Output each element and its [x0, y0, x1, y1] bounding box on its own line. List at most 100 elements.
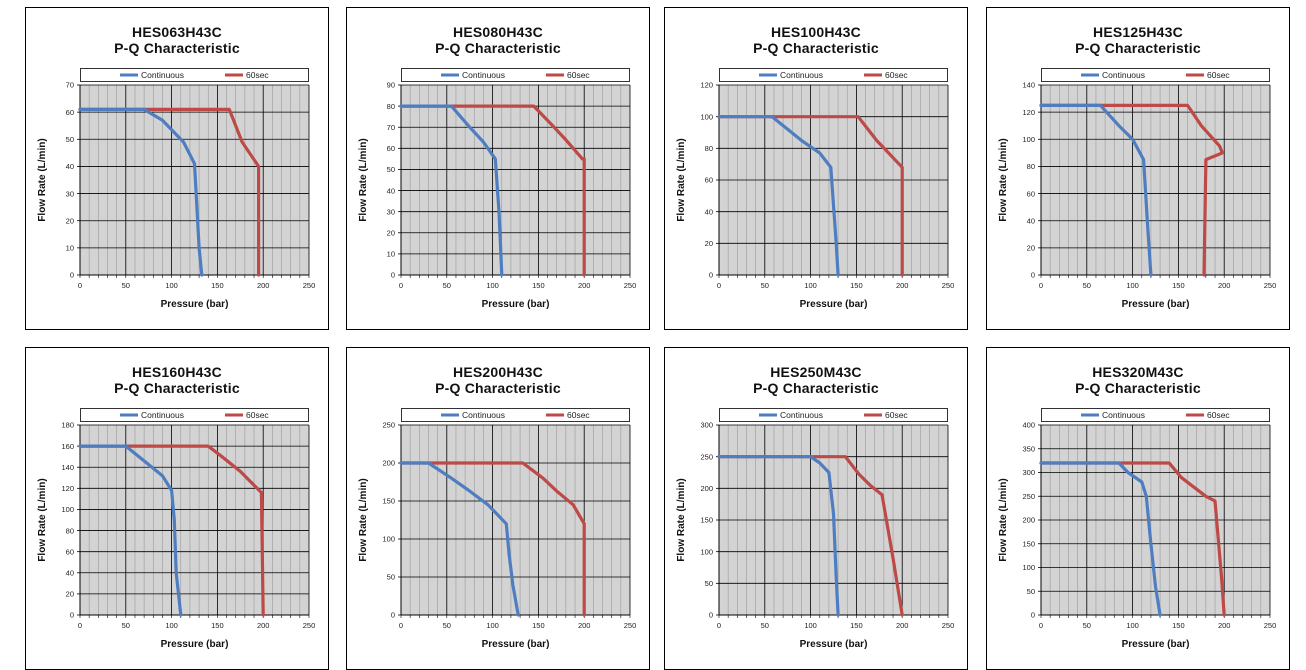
y-tick-label: 20	[1027, 244, 1035, 253]
chart-legend: Continuous 60sec	[80, 68, 309, 82]
chart-legend: Continuous 60sec	[719, 68, 948, 82]
x-tick-label: 250	[303, 281, 316, 290]
y-tick-label: 50	[387, 573, 395, 582]
x-tick-label: 200	[896, 281, 909, 290]
x-axis-label: Pressure (bar)	[482, 299, 550, 310]
y-tick-label: 50	[1027, 587, 1035, 596]
x-tick-label: 150	[1172, 281, 1185, 290]
x-tick-label: 0	[399, 621, 403, 630]
x-tick-label: 250	[303, 621, 316, 630]
legend-label-60sec: 60sec	[1207, 410, 1230, 420]
chart-subtitle: P-Q Characteristic	[435, 380, 561, 396]
x-tick-label: 250	[624, 281, 637, 290]
legend-label-60sec: 60sec	[567, 410, 590, 420]
y-tick-label: 40	[387, 186, 395, 195]
y-tick-label: 40	[66, 568, 74, 577]
y-tick-label: 150	[700, 516, 713, 525]
pq-chart-panel: HES125H43C P-Q Characteristic Continuous 60…	[986, 7, 1290, 330]
y-tick-label: 200	[382, 459, 395, 468]
chart-legend: Continuous 60sec	[401, 408, 630, 422]
pq-chart-panel: HES080H43C P-Q Characteristic Continuous 60…	[346, 7, 650, 330]
x-tick-label: 250	[1264, 621, 1277, 630]
y-tick-label: 40	[705, 207, 713, 216]
y-axis-label: Flow Rate (L/min)	[37, 138, 48, 221]
x-axis-label: Pressure (bar)	[161, 639, 229, 650]
y-tick-label: 100	[700, 547, 713, 556]
x-tick-label: 100	[1126, 281, 1139, 290]
x-tick-label: 50	[1083, 621, 1091, 630]
plot-area	[1041, 85, 1270, 275]
x-tick-label: 0	[717, 281, 721, 290]
legend-label-60sec: 60sec	[246, 70, 269, 80]
y-tick-label: 200	[700, 484, 713, 493]
pq-chart-panel: HES250M43C P-Q Characteristic Continuous 60…	[664, 347, 968, 670]
y-axis-label: Flow Rate (L/min)	[998, 478, 1009, 561]
legend-box	[1041, 408, 1270, 422]
y-tick-label: 250	[1022, 492, 1035, 501]
plot-area	[401, 85, 630, 275]
x-tick-label: 150	[850, 621, 863, 630]
x-tick-label: 50	[761, 281, 769, 290]
y-tick-label: 0	[1031, 271, 1035, 280]
pq-chart-panel: HES320M43C P-Q Characteristic Continuous 60…	[986, 347, 1290, 670]
pq-chart-panel: HES200H43C P-Q Characteristic Continuous 60…	[346, 347, 650, 670]
chart-title: HES320M43C	[1092, 364, 1184, 380]
plot-area	[80, 425, 309, 615]
grid	[1041, 424, 1271, 615]
legend-label-60sec: 60sec	[885, 70, 908, 80]
y-tick-label: 70	[66, 81, 74, 90]
legend-box	[719, 408, 948, 422]
series-line-60sec	[717, 115, 904, 277]
x-tick-label: 250	[942, 621, 955, 630]
series-line-continuous	[78, 444, 183, 617]
y-tick-label: 20	[66, 590, 74, 599]
series-line-60sec	[399, 461, 586, 617]
y-tick-label: 0	[70, 611, 74, 620]
y-tick-label: 60	[387, 144, 395, 153]
chart-title: HES080H43C	[453, 24, 543, 40]
y-tick-label: 100	[1022, 135, 1035, 144]
y-tick-label: 250	[700, 452, 713, 461]
x-tick-label: 100	[165, 621, 178, 630]
plot-area	[401, 425, 630, 615]
y-tick-label: 0	[391, 611, 395, 620]
chart-legend: Continuous 60sec	[80, 408, 309, 422]
y-tick-label: 90	[387, 81, 395, 90]
grid	[1041, 84, 1271, 275]
legend-label-continuous: Continuous	[780, 410, 823, 420]
y-tick-label: 100	[382, 535, 395, 544]
legend-label-continuous: Continuous	[141, 410, 184, 420]
x-tick-label: 50	[761, 621, 769, 630]
series-line-60sec	[78, 107, 261, 277]
x-tick-label: 150	[211, 621, 224, 630]
grid	[401, 424, 631, 615]
chart-title: HES100H43C	[771, 24, 861, 40]
y-tick-label: 140	[1022, 81, 1035, 90]
x-tick-label: 100	[165, 281, 178, 290]
chart-subtitle: P-Q Characteristic	[1075, 380, 1201, 396]
y-tick-label: 160	[61, 442, 74, 451]
series-line-60sec	[399, 104, 586, 277]
legend-label-continuous: Continuous	[1102, 410, 1145, 420]
x-tick-label: 200	[578, 281, 591, 290]
y-tick-label: 40	[66, 162, 74, 171]
pq-chart-panel: HES063H43C P-Q Characteristic Continuous 60…	[25, 7, 329, 330]
legend-box	[80, 68, 309, 82]
chart-legend: Continuous 60sec	[401, 68, 630, 82]
x-tick-label: 0	[1039, 621, 1043, 630]
y-tick-label: 20	[66, 216, 74, 225]
y-tick-label: 50	[705, 579, 713, 588]
x-tick-label: 50	[443, 621, 451, 630]
y-tick-label: 0	[70, 271, 74, 280]
y-axis-label: Flow Rate (L/min)	[676, 478, 687, 561]
x-axis-label: Pressure (bar)	[1122, 299, 1190, 310]
chart-subtitle: P-Q Characteristic	[753, 380, 879, 396]
legend-box	[80, 408, 309, 422]
y-tick-label: 400	[1022, 421, 1035, 430]
y-tick-label: 180	[61, 421, 74, 430]
y-tick-label: 0	[709, 271, 713, 280]
x-axis-label: Pressure (bar)	[800, 299, 868, 310]
chart-title: HES250M43C	[770, 364, 862, 380]
